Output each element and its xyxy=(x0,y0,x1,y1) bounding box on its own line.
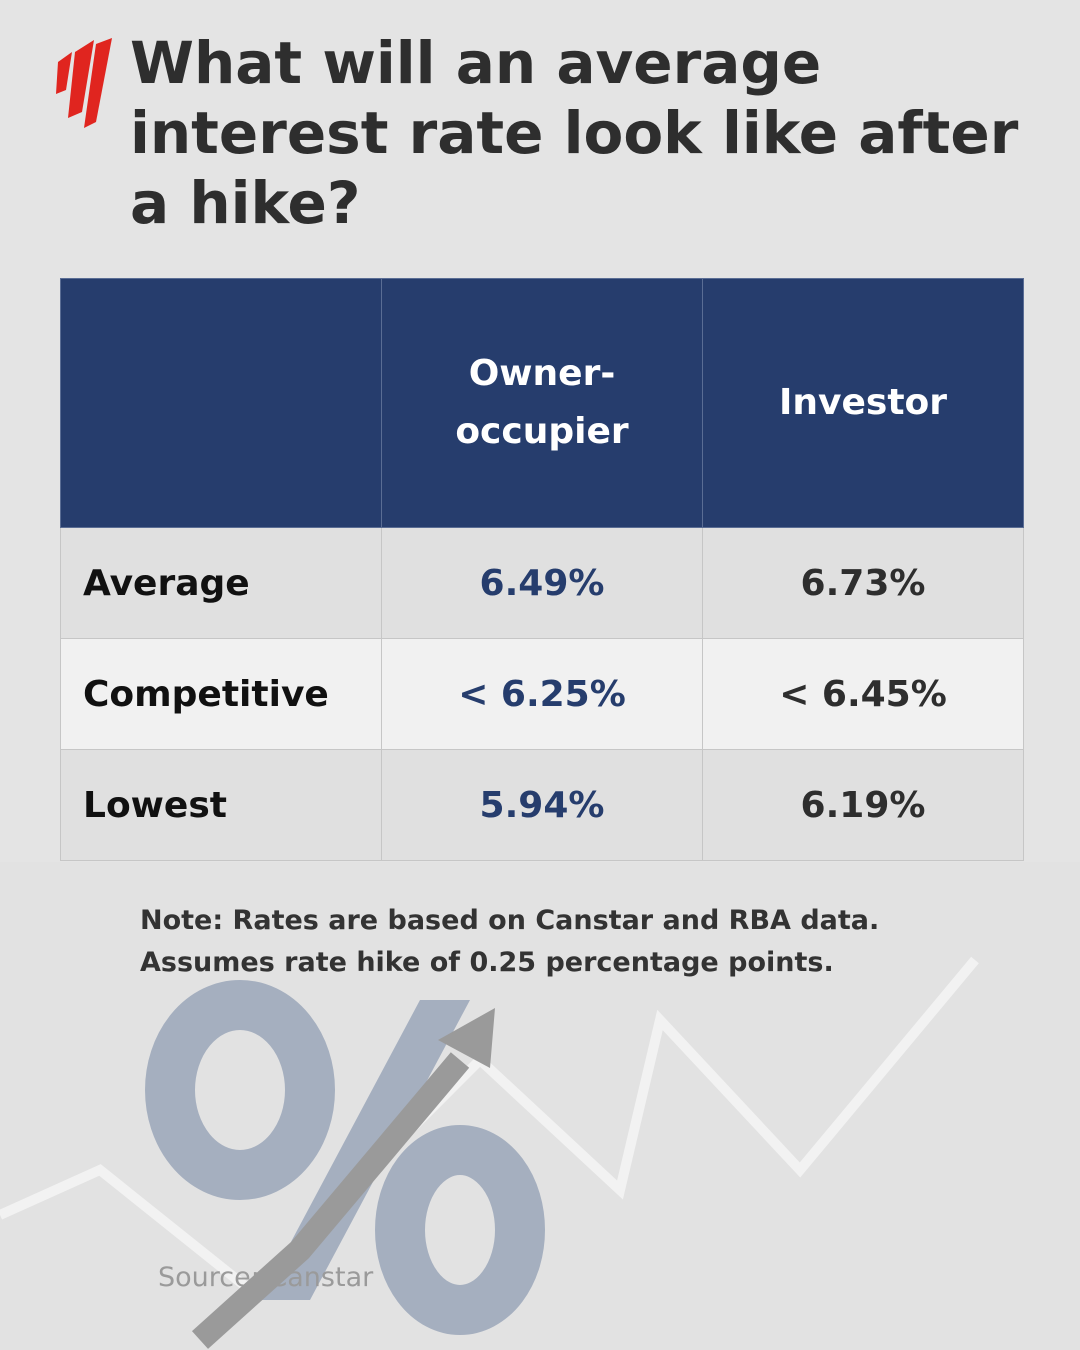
logo xyxy=(56,38,112,128)
rates-table: Owner-occupier Investor Average 6.49% 6.… xyxy=(60,278,1024,861)
row: Lowest 5.94% 6.19% xyxy=(60,749,1024,861)
cell: < 6.45% xyxy=(702,638,1024,750)
trend-line xyxy=(0,956,979,1297)
note: Note: Rates are based on Canstar and RBA… xyxy=(140,905,880,978)
row: Average 6.49% 6.73% xyxy=(60,527,1024,639)
row-label: Competitive xyxy=(60,638,382,750)
title: What will an average interest rate look … xyxy=(130,29,1019,237)
header-cell: Owner-occupier xyxy=(381,278,703,528)
header-cell xyxy=(60,278,382,528)
cell: 6.49% xyxy=(381,527,703,639)
row-label: Average xyxy=(60,527,382,639)
arrow-head xyxy=(438,1008,495,1068)
logo-stroke xyxy=(84,38,112,128)
column-header: Owner-occupier xyxy=(455,353,629,452)
row: Competitive < 6.25% < 6.45% xyxy=(60,638,1024,750)
column-header: Investor xyxy=(778,382,948,423)
header-cell: Investor xyxy=(702,278,1024,528)
percent-circle xyxy=(145,980,335,1200)
source: Source: Canstar xyxy=(158,1262,374,1293)
logo-stroke xyxy=(68,40,94,118)
cell: 5.94% xyxy=(381,749,703,861)
percent-circle xyxy=(375,1125,545,1335)
logo-stroke xyxy=(56,52,72,94)
header-row: Owner-occupier Investor xyxy=(60,278,1024,528)
row-label: Lowest xyxy=(60,749,382,861)
cell: < 6.25% xyxy=(381,638,703,750)
arrow xyxy=(191,1052,470,1349)
cell: 6.19% xyxy=(702,749,1024,861)
cell: 6.73% xyxy=(702,527,1024,639)
